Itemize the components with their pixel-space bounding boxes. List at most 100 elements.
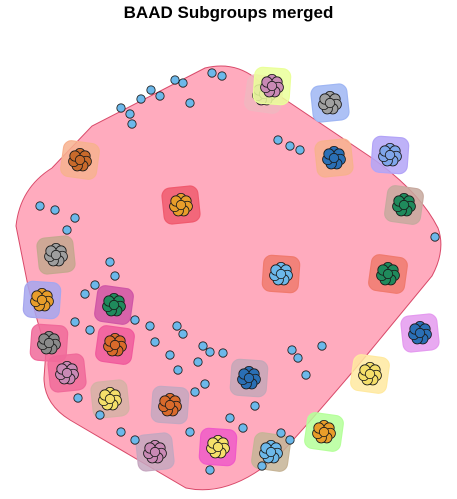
single-node (185, 427, 195, 437)
node-cluster-center-1 (169, 193, 193, 217)
cluster-node (324, 97, 336, 109)
single-node (276, 428, 286, 438)
single-node (193, 357, 203, 367)
cluster-node (149, 446, 161, 458)
cluster-node (398, 199, 410, 211)
node-cluster-bottom-right-1 (358, 361, 382, 386)
cluster-node (328, 152, 340, 164)
single-node (172, 321, 182, 331)
single-node (430, 232, 440, 242)
cluster-node (74, 154, 86, 166)
node-cluster-left-mid (44, 243, 68, 267)
single-node (125, 109, 135, 119)
node-cluster-bottom-center-1 (237, 365, 261, 390)
single-node (80, 289, 90, 299)
node-cluster-left-lower-3 (37, 330, 61, 355)
single-node (110, 271, 120, 281)
node-cluster-left-lower-2 (102, 292, 126, 317)
single-node (178, 78, 188, 88)
cluster-node (36, 294, 48, 306)
chart-title: BAAD Subgroups merged (123, 3, 334, 22)
node-cluster-center-2 (269, 261, 293, 286)
node-cluster-right-lower (408, 320, 432, 345)
single-node (173, 365, 183, 375)
single-node (250, 401, 260, 411)
single-node (205, 347, 215, 357)
node-cluster-right-mid-2 (376, 261, 400, 286)
single-node (150, 337, 160, 347)
single-node (95, 410, 105, 420)
single-node (90, 280, 100, 290)
single-node (145, 321, 155, 331)
single-node (190, 387, 200, 397)
single-node (205, 465, 215, 475)
node-cluster-top-center-2 (260, 74, 284, 98)
single-node (165, 350, 175, 360)
cluster-node (243, 372, 255, 384)
node-cluster-center-right-1 (322, 146, 346, 170)
single-node (185, 98, 195, 108)
cluster-node (275, 268, 287, 280)
node-cluster-bottom-center-4 (206, 434, 230, 459)
node-cluster-bottom-right-2 (312, 419, 336, 444)
single-node (285, 141, 295, 151)
node-cluster-left-top (68, 148, 92, 172)
cluster-node (382, 268, 394, 280)
cluster-node (43, 337, 55, 349)
single-node (287, 345, 297, 355)
single-node (105, 257, 115, 267)
node-cluster-bottom-left-1 (55, 360, 79, 385)
single-node (116, 427, 126, 437)
single-node (207, 68, 217, 78)
cluster-node (175, 199, 187, 211)
cluster-node (50, 249, 62, 261)
single-node (127, 119, 137, 129)
single-node (317, 341, 327, 351)
single-node (218, 348, 228, 358)
single-node (295, 145, 305, 155)
node-cluster-bottom-center-2 (158, 392, 182, 417)
cluster-node (164, 399, 176, 411)
cluster-node (265, 446, 277, 458)
single-node (200, 379, 210, 389)
single-node (130, 435, 140, 445)
single-node (70, 317, 80, 327)
single-node (225, 413, 235, 423)
single-node (85, 325, 95, 335)
single-node (70, 213, 80, 223)
single-node (273, 135, 283, 145)
node-cluster-right-top (378, 143, 402, 167)
node-cluster-right-mid (392, 193, 416, 217)
single-node (178, 329, 188, 339)
node-cluster-top-right-1 (318, 91, 342, 115)
single-node (155, 91, 165, 101)
single-node (116, 103, 126, 113)
single-node (170, 75, 180, 85)
cluster-node (266, 80, 278, 92)
single-node (146, 85, 156, 95)
single-node (238, 423, 248, 433)
cluster-node (212, 441, 224, 453)
single-node (217, 71, 227, 81)
node-cluster-bottom-right-3 (259, 439, 283, 464)
cluster-node (61, 367, 73, 379)
single-node (198, 341, 208, 351)
cluster-node (109, 339, 121, 351)
cluster-node (318, 426, 330, 438)
node-cluster-left-lower-1 (30, 287, 54, 312)
single-node (301, 370, 311, 380)
single-node (285, 435, 295, 445)
single-node (136, 94, 146, 104)
cluster-node (108, 299, 120, 311)
single-node (35, 201, 45, 211)
node-cluster-bottom-center-3 (143, 439, 167, 464)
node-cluster-bottom-left-2 (98, 386, 122, 411)
node-cluster-left-lower-4 (103, 332, 127, 357)
cluster-node (384, 149, 396, 161)
cluster-node (104, 393, 116, 405)
cluster-node (364, 368, 376, 380)
single-node (73, 393, 83, 403)
cluster-node (414, 327, 426, 339)
single-node (130, 315, 140, 325)
